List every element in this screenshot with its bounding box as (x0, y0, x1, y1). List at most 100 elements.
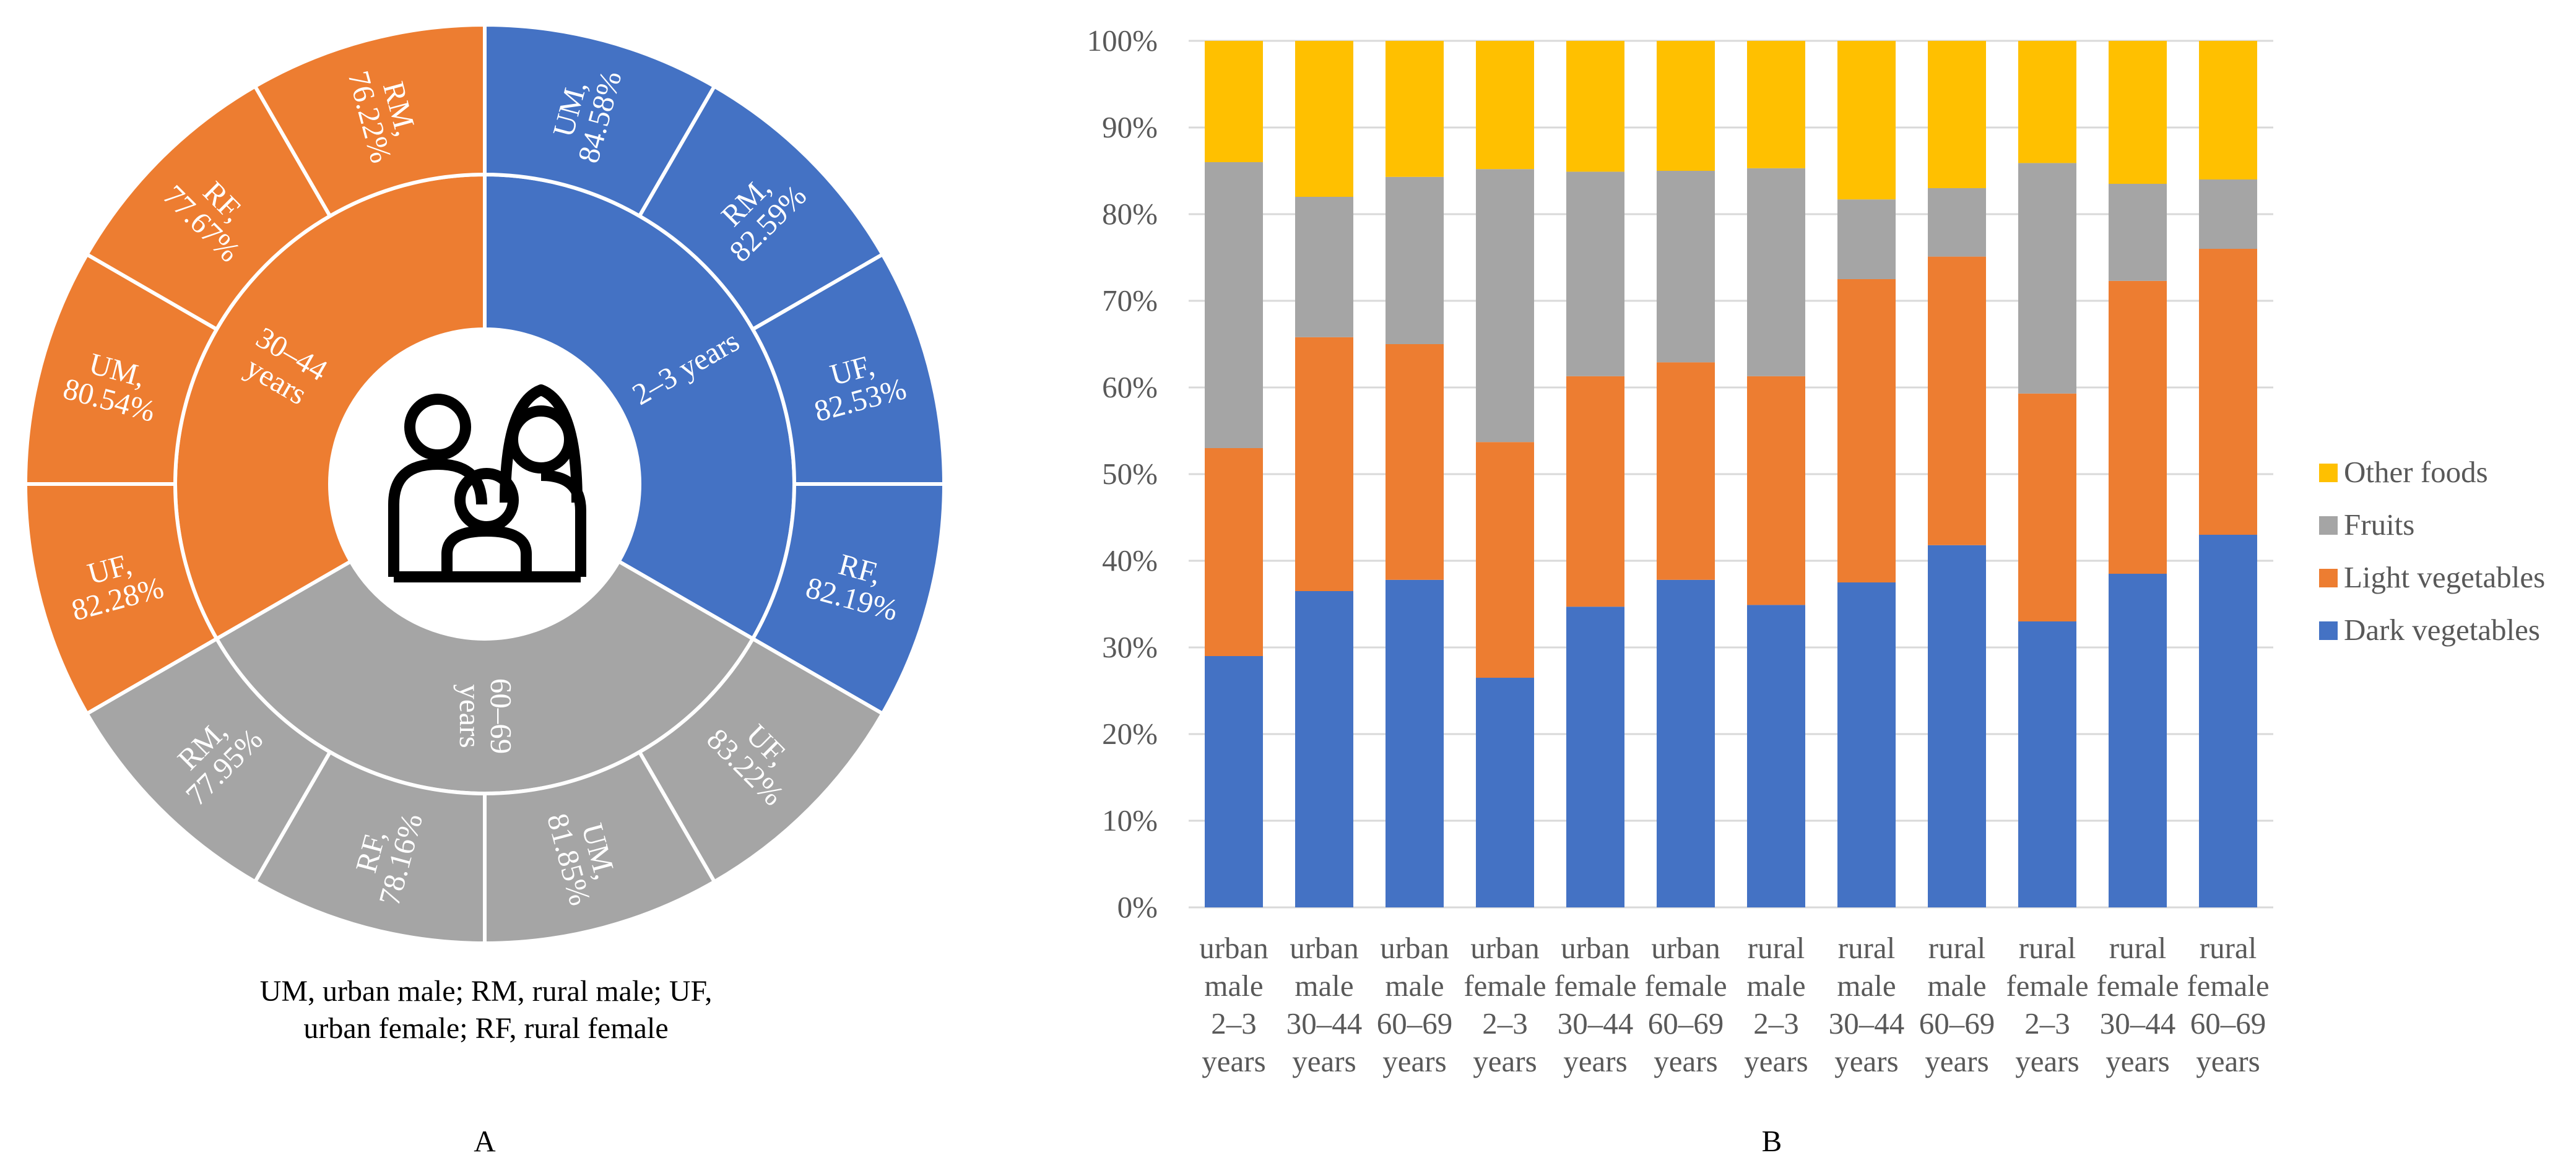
bar-segment (1566, 607, 1624, 907)
y-tick-label: 10% (1102, 803, 1158, 837)
outer-segment (252, 22, 487, 219)
x-category-label: years (1292, 1044, 1356, 1078)
x-category-label: years (1563, 1044, 1627, 1078)
x-category-label: years (1654, 1044, 1717, 1078)
bar-segment (1205, 656, 1263, 907)
x-category-label: years (1382, 1044, 1446, 1078)
y-tick-label: 100% (1087, 24, 1158, 58)
y-tick-label: 20% (1102, 717, 1158, 751)
bar-segment (2199, 41, 2257, 179)
x-category-label: rural (2019, 931, 2076, 965)
x-category-label: female (2187, 969, 2269, 1003)
sunburst-chart: UM,84.58%RM,82.59%UF,82.53%RF,82.19%2–3 … (23, 22, 947, 1158)
bar-segment (1837, 199, 1896, 279)
x-category-label: male (1837, 969, 1896, 1003)
bar-segment (1386, 41, 1444, 177)
y-tick-label: 30% (1102, 630, 1158, 664)
x-category-label: urban (1561, 931, 1630, 965)
y-tick-label: 0% (1117, 890, 1158, 924)
bar-segment (1747, 605, 1805, 907)
x-category-label: 30–44 (1829, 1006, 1905, 1040)
x-category-label: 2–3 (1753, 1006, 1799, 1040)
caption-line-1: UM, urban male; RM, rural male; UF, (260, 975, 713, 1008)
x-category-label: 2–3 (1211, 1006, 1257, 1040)
x-category-label: 60–69 (1377, 1006, 1453, 1040)
x-category-label: rural (1748, 931, 1805, 965)
bar-segment (1295, 197, 1353, 337)
caption: UM, urban male; RM, rural male; UF, urba… (260, 975, 713, 1045)
bar-segment (2199, 179, 2257, 249)
bar-segment (1205, 41, 1263, 162)
x-category-label: 30–44 (1558, 1006, 1634, 1040)
y-tick-label: 40% (1102, 543, 1158, 577)
bar-segment (1205, 162, 1263, 448)
x-category-label: male (1295, 969, 1353, 1003)
x-category-label: 2–3 (1482, 1006, 1528, 1040)
bar-segment (2018, 163, 2076, 394)
panel-label-a: A (474, 1124, 496, 1158)
bar-segment (1747, 41, 1805, 168)
bar-segment (1476, 442, 1534, 678)
bar-segment (1295, 41, 1353, 197)
x-category-label: urban (1470, 931, 1540, 965)
bar-segment (1837, 582, 1896, 907)
stacked-bar-chart: 0%10%20%30%40%50%60%70%80%90%100% urbanm… (1087, 24, 2546, 1158)
bar-segment (1928, 256, 1986, 545)
bar-segment (1657, 41, 1715, 171)
legend-swatch (2319, 464, 2338, 482)
legend-label: Fruits (2344, 508, 2414, 542)
x-category-label: 30–44 (1286, 1006, 1363, 1040)
x-category-label: years (2015, 1044, 2079, 1078)
y-tick-label: 80% (1102, 197, 1158, 231)
bar-segment (1476, 678, 1534, 907)
group-label: 60–69years (453, 678, 518, 754)
bar-segment (1386, 176, 1444, 344)
x-category-label: female (1554, 969, 1636, 1003)
bar-segment (1566, 41, 1624, 172)
bar-segment (2109, 574, 2167, 907)
family-icon (388, 384, 586, 582)
bar-segment (2199, 249, 2257, 535)
x-category-label: female (1464, 969, 1546, 1003)
bar-segment (1837, 41, 1896, 200)
legend-label: Other foods (2344, 455, 2488, 489)
bar-segment (1295, 337, 1353, 591)
x-category-label: rural (2109, 931, 2167, 965)
x-category-label: urban (1290, 931, 1359, 965)
bar-segment (1928, 545, 1986, 907)
bar-segment (2018, 393, 2076, 621)
bar-segment (2018, 621, 2076, 907)
bar-segment (2109, 184, 2167, 281)
y-tick-label: 90% (1102, 110, 1158, 144)
x-category-label: female (2096, 969, 2179, 1003)
bar-segment (1566, 171, 1624, 376)
x-category-label: 60–69 (2190, 1006, 2266, 1040)
legend-label: Light vegetables (2344, 560, 2545, 594)
bar-segment (1747, 376, 1805, 605)
x-category-label: male (1746, 969, 1805, 1003)
x-category-label: female (2006, 969, 2088, 1003)
bar-segment (1566, 376, 1624, 607)
bar-segment (1928, 41, 1986, 188)
y-tick-label: 50% (1102, 457, 1158, 491)
x-axis-categories: urbanmale2–3yearsurbanmale30–44yearsurba… (1199, 931, 2269, 1078)
bar-segment (2199, 535, 2257, 907)
bar-segment (1657, 579, 1715, 907)
x-category-label: years (1473, 1044, 1537, 1078)
legend-label: Dark vegetables (2344, 613, 2540, 647)
x-category-label: 2–3 (2024, 1006, 2070, 1040)
legend-swatch (2319, 621, 2338, 640)
panel-label-b: B (1762, 1124, 1782, 1158)
bar-segment (1205, 448, 1263, 656)
gridlines (1189, 40, 2273, 909)
x-category-label: male (1204, 969, 1263, 1003)
sunburst-labels: UM,84.58%RM,82.59%UF,82.53%RF,82.19%2–3 … (59, 67, 909, 909)
bar-segment (2018, 41, 2076, 163)
bar-segment (2109, 41, 2167, 184)
x-category-label: years (2105, 1044, 2169, 1078)
caption-line-2: urban female; RF, rural female (303, 1012, 668, 1045)
x-category-label: years (1925, 1044, 1988, 1078)
x-category-label: rural (1838, 931, 1896, 965)
x-category-label: male (1385, 969, 1444, 1003)
